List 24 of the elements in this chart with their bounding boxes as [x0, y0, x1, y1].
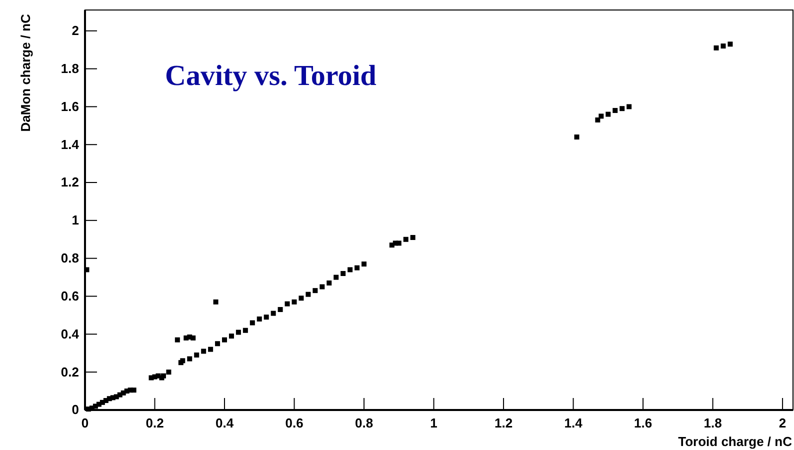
y-tick-label: 0.8: [60, 250, 79, 266]
x-tick-label: 0.8: [354, 416, 374, 431]
y-axis-title: DaMon charge / nC: [18, 13, 33, 132]
x-tick-label: 1.8: [704, 416, 722, 431]
y-tick-label: 1.6: [60, 98, 79, 114]
annotation: Cavity vs. Toroid: [165, 60, 376, 92]
y-tick-label: 0: [72, 402, 79, 418]
y-tick-label: 1.8: [60, 60, 79, 76]
x-tick-label: 1.2: [494, 416, 513, 431]
x-tick-label: 1.4: [564, 416, 584, 431]
x-tick-label: 1.6: [634, 416, 652, 431]
x-tick-label: 2: [778, 416, 786, 431]
y-tick-label: 0.4: [60, 326, 80, 342]
x-tick-label: 1: [430, 416, 438, 431]
y-tick-label: 2: [72, 23, 79, 38]
y-tick-label: 0.6: [60, 288, 79, 304]
x-axis-title: Toroid charge / nC: [678, 434, 793, 449]
y-tick-label: 1.4: [60, 136, 80, 152]
y-tick-label: 1: [72, 212, 79, 228]
y-tick-label: 1.2: [60, 174, 79, 190]
y-tick-label: 0.2: [60, 364, 79, 380]
x-tick-label: 0.4: [215, 416, 234, 431]
x-tick-label: 0.6: [285, 416, 304, 431]
x-tick-label: 0.2: [146, 416, 164, 431]
